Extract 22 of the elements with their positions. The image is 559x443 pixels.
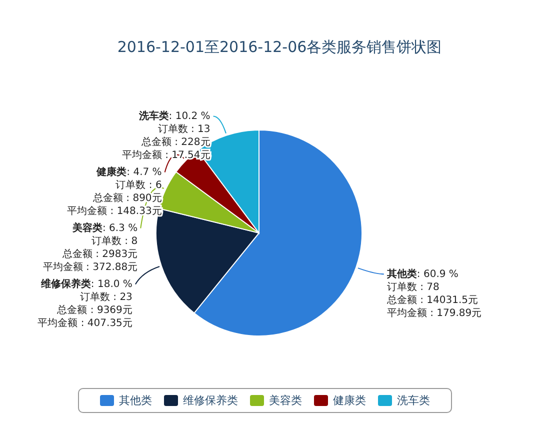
legend-label: 其他类 — [119, 393, 152, 408]
slice-label: 维修保养类 — [40, 278, 91, 290]
slice-label: 洗车类 — [138, 110, 169, 122]
slice-label: 其他类 — [386, 268, 417, 280]
text: 总金额 : 228元 — [141, 137, 210, 148]
text: 总金额 : 2983元 — [62, 249, 138, 260]
text: 订单数 : 23 — [80, 292, 132, 304]
text: 平均金额 : 407.35元 — [38, 318, 132, 330]
legend-label: 健康类 — [333, 393, 366, 408]
slice-label: 美容类 — [71, 222, 102, 234]
slice-label: 健康类 — [96, 166, 127, 178]
legend-label: 美容类 — [269, 393, 302, 408]
chart-title: 2016-12-01至2016-12-06各类服务销售饼状图 — [117, 38, 442, 56]
text: 平均金额 : 179.89元 — [386, 308, 482, 320]
legend-label: 维修保养类 — [183, 393, 238, 408]
text: 订单数 : 13 — [158, 124, 210, 136]
text: 订单数 : 8 — [92, 236, 138, 248]
legend-label: 洗车类 — [397, 393, 430, 408]
text: 总金额 : 9369元 — [57, 305, 132, 316]
text: 平均金额 : 372.88元 — [42, 262, 138, 274]
text: 订单数 : 78 — [386, 282, 440, 294]
text: 总金额 : 14031.5元 — [386, 295, 478, 306]
